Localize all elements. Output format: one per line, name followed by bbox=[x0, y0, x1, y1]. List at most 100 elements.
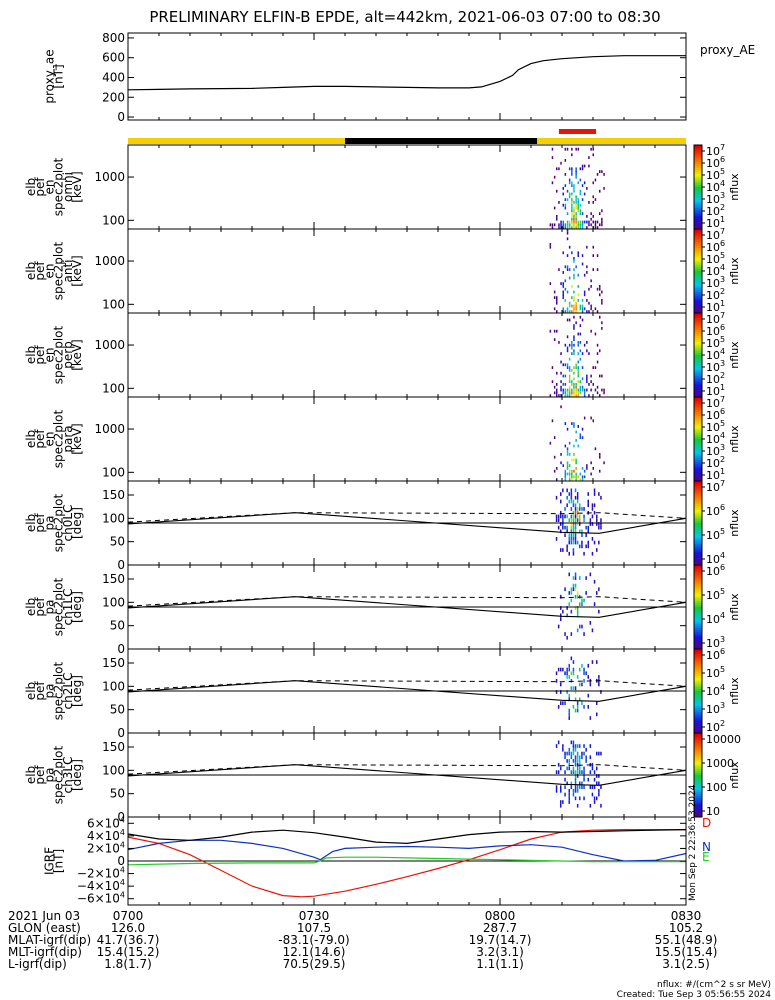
spectrogram-cell bbox=[581, 223, 584, 227]
spectrogram-cell bbox=[586, 310, 588, 313]
spectrogram-cell bbox=[555, 678, 558, 683]
y-axis-label-line: elb bbox=[24, 682, 38, 700]
colorbar-step bbox=[694, 571, 702, 574]
spectrogram-cell bbox=[576, 785, 579, 789]
spectrogram-cell bbox=[568, 220, 571, 224]
spectrogram-cell bbox=[566, 675, 568, 679]
panel-frame bbox=[127, 312, 687, 398]
colorbar-step bbox=[694, 264, 702, 268]
colorbar-step bbox=[694, 478, 702, 482]
spectrogram-cell bbox=[564, 751, 566, 756]
spectrogram-cell bbox=[581, 366, 584, 369]
spectrogram-cell bbox=[568, 469, 571, 473]
spectrogram-cell bbox=[575, 147, 577, 151]
colorbar-title: nflux bbox=[728, 761, 741, 789]
colorbar-step bbox=[694, 321, 702, 324]
spectrogram-cell bbox=[555, 514, 558, 519]
spectrogram-cell bbox=[579, 781, 581, 786]
spectrogram-cell bbox=[593, 540, 596, 545]
spectrogram-cell bbox=[571, 173, 573, 176]
spectrogram-cell bbox=[598, 682, 600, 687]
spectrogram-cell bbox=[560, 606, 562, 610]
spectrogram-cell bbox=[562, 525, 564, 530]
spectrogram-cell bbox=[599, 170, 601, 173]
spectrogram-cell bbox=[558, 223, 560, 227]
spectrogram-cell bbox=[568, 192, 571, 196]
spectrogram-cell bbox=[588, 223, 590, 227]
spectrogram-cell bbox=[577, 203, 579, 207]
spectrogram-cell bbox=[591, 792, 594, 797]
spectrogram-cell bbox=[574, 759, 577, 763]
spectrogram-cell bbox=[562, 271, 564, 274]
colorbar-step bbox=[694, 287, 702, 291]
spectrogram-cell bbox=[553, 223, 556, 227]
colorbar-step bbox=[694, 325, 702, 329]
colorbar-step bbox=[694, 741, 702, 744]
y-tick-label: 600 bbox=[102, 51, 125, 65]
colorbar-step bbox=[694, 527, 702, 530]
spectrogram-cell bbox=[601, 209, 603, 213]
colorbar-tick-label: 104 bbox=[706, 347, 725, 362]
colorbar-step bbox=[694, 701, 702, 705]
spectrogram-cell bbox=[581, 262, 584, 266]
spectrogram-cell bbox=[574, 594, 577, 599]
spectrogram-cell bbox=[573, 299, 575, 302]
spectrogram-cell bbox=[571, 167, 573, 171]
y-axis-label-line: spec2plot bbox=[52, 745, 66, 804]
spectrogram-cell bbox=[572, 747, 575, 752]
spectrogram-cell bbox=[564, 226, 567, 229]
colorbar-step bbox=[694, 304, 702, 308]
spectrogram-cell bbox=[568, 181, 571, 185]
colorbar-step bbox=[694, 247, 702, 251]
colorbar-tick-label: 104 bbox=[706, 263, 725, 278]
spectrogram-cell bbox=[592, 153, 594, 157]
spectrogram-cell bbox=[590, 374, 592, 378]
spectrogram-cell bbox=[579, 697, 581, 702]
colorbar-step bbox=[694, 733, 702, 736]
colorbar-step bbox=[694, 464, 702, 467]
spectrogram-cell bbox=[577, 341, 579, 344]
colorbar-step bbox=[694, 331, 702, 335]
spectrogram-cell bbox=[576, 759, 579, 763]
spectrogram-cell bbox=[589, 572, 592, 577]
colorbar-step bbox=[694, 712, 702, 715]
spectrogram-cell bbox=[596, 360, 599, 364]
colorbar-step bbox=[694, 602, 702, 606]
y-axis-label-line: [keV] bbox=[70, 255, 84, 286]
colorbar-step bbox=[694, 514, 702, 518]
y-axis-label-line: [nT] bbox=[52, 849, 66, 873]
colorbar-step bbox=[694, 308, 702, 312]
spectrogram-cell bbox=[571, 170, 573, 173]
colorbar-step bbox=[694, 762, 702, 765]
colorbar-step bbox=[694, 575, 702, 579]
colorbar-step bbox=[694, 628, 702, 631]
spectrogram-cell bbox=[579, 212, 582, 215]
spectrogram-cell bbox=[587, 492, 589, 496]
spectrogram-cell bbox=[568, 747, 570, 752]
spectrogram-cell bbox=[583, 518, 585, 522]
colorbar-step bbox=[694, 758, 702, 761]
colorbar-ch2LC: 106 105 104 103 102 nflux bbox=[693, 647, 741, 734]
spectrogram-cell bbox=[549, 394, 552, 397]
colorbar-step bbox=[694, 245, 702, 249]
spectrogram-cell bbox=[566, 759, 568, 763]
y-tick-label: 1000 bbox=[94, 422, 125, 436]
spectrogram-cell bbox=[581, 544, 583, 549]
spectrogram-cell bbox=[592, 201, 594, 204]
spectrogram-cell bbox=[573, 371, 575, 375]
spectrogram-cell bbox=[575, 203, 577, 207]
spectrogram-cell bbox=[562, 701, 564, 705]
colorbar-step bbox=[694, 373, 702, 377]
spectrogram-cell bbox=[568, 716, 570, 720]
spectrogram-cell bbox=[560, 492, 562, 496]
spectrogram-cell bbox=[579, 315, 582, 319]
spectrogram-cell bbox=[589, 785, 592, 789]
colorbar-step bbox=[694, 222, 702, 226]
series-line-anti-loss-cone bbox=[127, 764, 687, 775]
spectrogram-cell bbox=[571, 220, 573, 224]
colorbar-step bbox=[694, 386, 702, 390]
spectrogram-cell bbox=[581, 781, 583, 786]
spectrogram-cell bbox=[573, 220, 575, 224]
spectrogram-cell bbox=[566, 472, 569, 476]
